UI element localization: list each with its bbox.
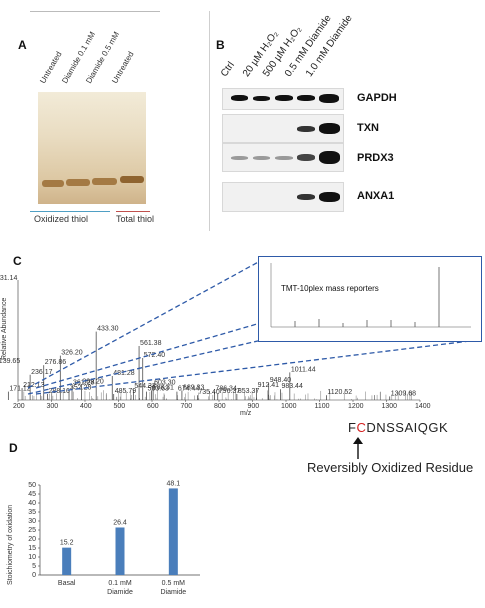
y-tick-label: 50 [28,482,36,489]
gel-band [42,180,64,187]
x-tick-label: 900 [248,403,260,410]
x-axis-label: m/z [240,410,252,417]
y-tick-label: 20 [28,536,36,543]
oxidized-thiol-label: Oxidized thiol [34,214,88,224]
y-axis-label: Stoichiometry of oxidation [7,505,14,585]
gel-band [92,178,117,185]
blot-label-gapdh: GAPDH [357,92,397,104]
y-tick-label: 0 [32,572,36,579]
x-tick-label: 200 [13,403,25,410]
peak-label: 485.79 [115,388,137,395]
gel-band [66,179,90,186]
category-label: 0.1 mM [108,580,132,587]
x-tick-label: 800 [214,403,226,410]
peak-label: 1120.52 [327,389,352,396]
category-labels: Basal 0.1 mM Diamide 0.5 mM Diamide [58,580,186,596]
bar-value-label: 26.4 [113,519,127,526]
peak-label: 983.44 [281,383,303,390]
x-tick-label: 1100 [315,403,330,410]
bar [62,548,71,575]
x-tick-label: 500 [114,403,126,410]
x-tick-label: 600 [147,403,159,410]
bar [116,527,125,575]
peak-label: 236.17 [31,369,53,376]
total-thiol-label: Total thiol [116,214,154,224]
peak-label: 139.65 [0,358,20,365]
peptide-highlight-residue: C [356,420,366,435]
category-label: Diamide [160,589,186,596]
blot-label-prdx3: PRDX3 [357,152,394,164]
silver-stained-gel [38,92,146,204]
x-tick-label: 400 [80,403,92,410]
y-tick-label: 10 [28,554,36,561]
bar [169,488,178,575]
peptide-sequence: FCDNSSAIQGK [348,420,448,435]
peptide-rest: DNSSAIQGK [366,420,448,435]
peak-label: 131.14 [0,275,17,282]
x-tick-label: 1400 [415,403,431,410]
x-tick-label: 300 [47,403,59,410]
peak-label: 326.20 [61,350,83,357]
zoom-line [28,260,262,388]
inset-spectrum [259,257,481,341]
up-arrow-icon [352,437,364,459]
peak-label: 561.38 [140,340,162,347]
blot-label-txn: TXN [357,122,379,134]
bar-value-label: 15.2 [60,540,74,547]
y-tick-label: 40 [28,500,36,507]
txn-blot [222,114,344,143]
reversibly-oxidized-label: Reversibly Oxidized Residue [307,460,473,475]
blot-label-anxa1: ANXA1 [357,190,394,202]
x-tick-label: 1300 [382,403,398,410]
peak-label: 853.37 [238,388,260,395]
x-tick-label: 1000 [281,403,297,410]
y-tick-label: 30 [28,518,36,525]
category-label: 0.5 mM [162,580,186,587]
total-thiol-bracket [116,211,150,212]
y-tick-label: 5 [32,563,36,570]
panel-a-top-divider [30,11,160,12]
panel-a-letter: A [18,38,27,52]
peak-label: 276.86 [45,359,67,366]
y-tick-label: 45 [28,491,36,498]
y-tick-label: 15 [28,545,36,552]
category-label: Diamide [107,589,133,596]
bars: 15.2 26.4 48.1 [60,480,180,575]
peak-label: 603.30 [154,380,176,387]
y-axis-label: Relative Abundance [1,298,8,360]
peak-label: 212.13 [23,382,45,389]
peak-label: 1011.44 [291,366,316,373]
inset-box: TMT-10plex mass reporters [258,256,482,342]
lane-label: Untreated [110,50,135,85]
prdx3-blot [222,143,344,172]
peak-label: 1309.68 [391,390,416,397]
anxa1-blot [222,182,344,212]
bar-value-label: 48.1 [167,480,181,487]
spectrum-x-ticks: 200 300 400 500 600 700 800 900 1000 1100 1200 1300… [13,400,431,410]
x-tick-label: 700 [181,403,193,410]
lane-label: Ctrl [219,60,237,79]
y-tick-label: 25 [28,527,36,534]
oxidation-bar-chart: Stoichiometry of oxidation 0 5 10 15 20 25 30 3… [0,475,220,608]
category-label: Basal [58,580,76,587]
panel-d-letter: D [9,441,18,455]
x-tick-label: 1200 [348,403,364,410]
gapdh-blot [222,88,344,110]
peak-label: 433.30 [97,326,119,333]
oxidized-thiol-bracket [30,211,110,212]
panel-divider [209,11,210,231]
panel-b-letter: B [216,38,225,52]
y-tick-label: 35 [28,509,36,516]
gel-band [120,176,144,183]
